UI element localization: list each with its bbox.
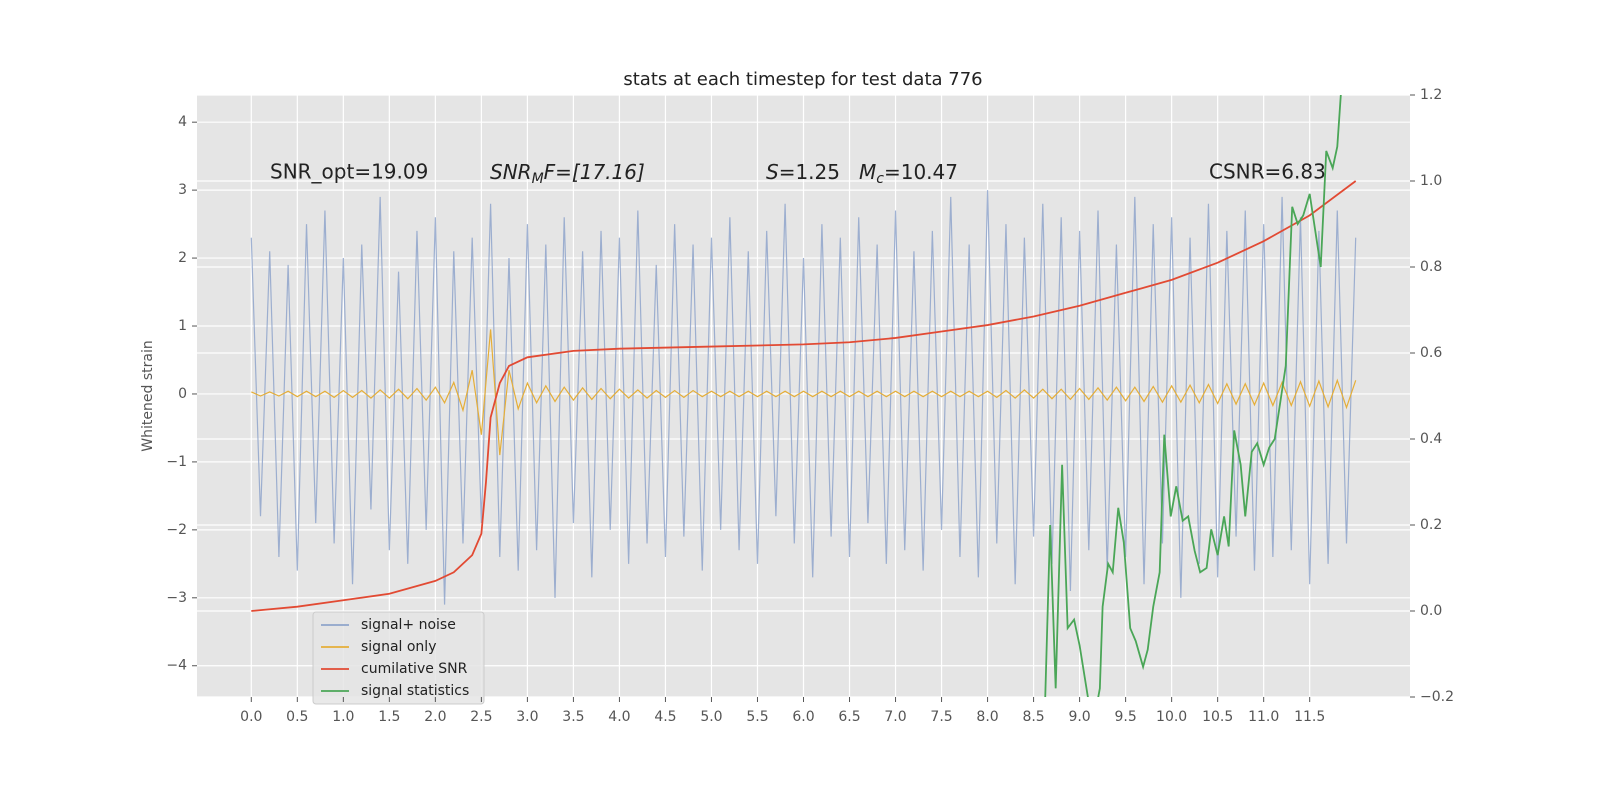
annotation-rest: F=[17.16] — [544, 160, 645, 184]
x-tick-label: 11.0 — [1248, 709, 1279, 725]
legend-label: signal statistics — [361, 683, 469, 699]
y2-tick-label: 0.8 — [1420, 259, 1442, 275]
x-tick-label: 7.5 — [930, 709, 952, 725]
series-line — [251, 180, 1357, 612]
x-tick-label: 10.5 — [1202, 709, 1233, 725]
x-tick-label: 4.0 — [608, 709, 630, 725]
y2-tick-label: −0.2 — [1420, 689, 1454, 705]
series-line — [251, 329, 1357, 456]
annotation-base: S — [766, 160, 779, 184]
y-tick-label: −1 — [166, 454, 187, 470]
x-tick-label: 5.0 — [700, 709, 722, 725]
annotation-base: SNR — [490, 160, 532, 184]
series-line — [250, 190, 1357, 605]
legend-label: cumilative SNR — [361, 661, 468, 677]
x-tick-label: 0.5 — [286, 709, 308, 725]
x-tick-label: 10.0 — [1156, 709, 1187, 725]
y2-tick-label: 0.6 — [1420, 345, 1442, 361]
annotation-rest: =1.25 — [779, 160, 840, 184]
series-line — [1044, 95, 1342, 697]
chart-title: stats at each timestep for test data 776 — [623, 69, 982, 90]
y-tick-label: 0 — [178, 386, 187, 402]
x-tick-label: 4.5 — [654, 709, 676, 725]
x-tick-label: 2.0 — [424, 709, 446, 725]
y-tick-label: 2 — [178, 250, 187, 266]
annotation: SNR_opt=19.09 — [270, 160, 428, 184]
annotation: SNRMF=[17.16] — [490, 160, 645, 188]
y-tick-label: 4 — [178, 114, 187, 130]
y-axis-label: Whitened strain — [140, 340, 156, 451]
y2-tick-label: 0.0 — [1420, 603, 1442, 619]
annotation: CSNR=6.83 — [1209, 160, 1326, 184]
x-tick-label: 2.5 — [470, 709, 492, 725]
x-tick-label: 1.0 — [332, 709, 354, 725]
annotation: S=1.25 — [766, 160, 840, 184]
y-tick-label: 1 — [178, 318, 187, 334]
y-tick-label: 3 — [178, 182, 187, 198]
x-tick-label: 9.5 — [1114, 709, 1136, 725]
annotation-rest: =10.47 — [884, 160, 958, 184]
legend-label: signal+ noise — [361, 617, 456, 633]
y-tick-label: −2 — [166, 522, 187, 538]
legend-label: signal only — [361, 639, 436, 655]
annotation-sub: M — [532, 171, 544, 187]
x-tick-label: 3.5 — [562, 709, 584, 725]
x-tick-label: 6.0 — [792, 709, 814, 725]
annotation-base: M — [859, 160, 876, 184]
annotation: Mc=10.47 — [859, 160, 958, 188]
annotations: SNR_opt=19.09 SNRMF=[17.16] S=1.25 Mc=10.47… — [270, 160, 1326, 188]
grid — [197, 94, 1410, 698]
x-tick-label: 5.5 — [746, 709, 768, 725]
x-tick-label: 11.5 — [1294, 709, 1325, 725]
series-lines — [250, 95, 1357, 697]
y2-tick-label: 0.2 — [1420, 517, 1442, 533]
x-tick-label: 9.0 — [1068, 709, 1090, 725]
legend: signal+ noise signal only cumilative SNR si… — [312, 611, 485, 705]
y2-tick-label: 1.2 — [1420, 87, 1442, 103]
y-tick-label: −3 — [166, 590, 187, 606]
y2-tick-label: 1.0 — [1420, 173, 1442, 189]
y-tick-label: −4 — [166, 658, 187, 674]
x-tick-label: 6.5 — [838, 709, 860, 725]
legend-box — [312, 611, 485, 705]
x-tick-label: 8.5 — [1022, 709, 1044, 725]
x-tick-label: 0.0 — [240, 709, 262, 725]
annotation-sub: c — [876, 171, 884, 187]
x-tick-label: 7.0 — [884, 709, 906, 725]
x-tick-label: 3.0 — [516, 709, 538, 725]
x-tick-label: 8.0 — [976, 709, 998, 725]
x-tick-label: 1.5 — [378, 709, 400, 725]
y2-tick-label: 0.4 — [1420, 431, 1442, 447]
